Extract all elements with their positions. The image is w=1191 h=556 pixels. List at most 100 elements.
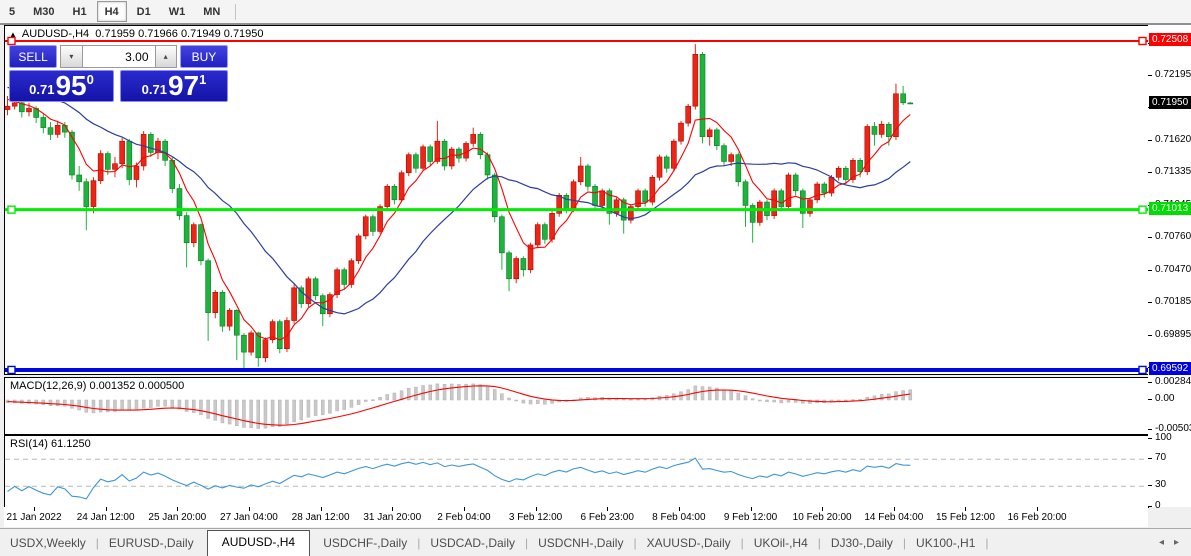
rsi-scale-label: 100 xyxy=(1155,432,1172,443)
price-tick-mark xyxy=(1148,140,1152,142)
macd-scale-label: 0.00 xyxy=(1155,393,1175,404)
time-tick-mark xyxy=(392,507,394,511)
time-tick-mark xyxy=(535,507,537,511)
candle-body xyxy=(305,278,312,304)
line-handle[interactable] xyxy=(7,365,16,374)
candle-body xyxy=(470,134,477,144)
buy-price-pipette: 1 xyxy=(199,72,207,87)
buy-price-display[interactable]: 0.71 97 1 xyxy=(120,70,228,102)
candle-body xyxy=(112,163,118,170)
price-tick-mark xyxy=(1148,334,1152,336)
macd-histogram-bar xyxy=(34,399,38,405)
candle-body xyxy=(556,195,563,214)
timeframe-button-m30[interactable]: M30 xyxy=(33,5,55,18)
line-handle[interactable] xyxy=(1138,36,1147,46)
candle-body xyxy=(11,102,18,107)
chart-tab-dj30-daily[interactable]: DJ30-,Daily xyxy=(830,536,893,550)
timeframe-button-mn[interactable]: MN xyxy=(203,5,221,18)
tab-separator: | xyxy=(740,536,744,550)
macd-histogram-bar xyxy=(385,394,389,401)
price-tick-label: 0.70470 xyxy=(1155,263,1191,275)
macd-histogram-bar xyxy=(263,399,268,429)
buy-button[interactable]: BUY xyxy=(179,45,228,68)
candle-body xyxy=(878,123,885,135)
line-handle[interactable] xyxy=(7,205,16,214)
chart-tab-usdchf-daily[interactable]: USDCHF-,Daily xyxy=(323,536,408,550)
candle-body xyxy=(785,174,792,207)
candle-body xyxy=(814,183,820,201)
volume-input[interactable] xyxy=(82,45,155,68)
price-scale[interactable]: 0.724850.721950.719100.716200.713350.710… xyxy=(1148,25,1191,511)
resistance-line-price-badge: 0.72508 xyxy=(1149,33,1191,47)
candle-body xyxy=(735,154,742,183)
candle-body xyxy=(148,134,154,153)
candle-body xyxy=(599,190,605,206)
macd-histogram-bar xyxy=(163,399,167,407)
line-handle[interactable] xyxy=(1138,365,1147,374)
macd-histogram-bar xyxy=(285,399,289,426)
timeframe-button-w1[interactable]: W1 xyxy=(168,5,186,18)
support-line-price-badge: 0.71013 xyxy=(1149,202,1191,216)
candle-body xyxy=(212,292,219,313)
time-tick-label: 15 Feb 12:00 xyxy=(935,512,995,523)
macd-histogram-bar xyxy=(249,399,253,428)
chart-tab-usdx-weekly[interactable]: USDX,Weekly xyxy=(10,536,86,550)
macd-histogram-bar xyxy=(242,399,246,428)
candle-body xyxy=(850,160,856,180)
candle-body xyxy=(534,224,541,246)
rsi-indicator-pane[interactable]: RSI(14) 61.1250 xyxy=(4,435,1149,508)
price-tick-mark xyxy=(1148,302,1152,304)
candle-body xyxy=(90,180,97,207)
tab-scroll-right-icon[interactable]: ▸ xyxy=(1173,537,1179,548)
candle-body xyxy=(857,160,863,172)
sell-price-display[interactable]: 0.71 95 0 xyxy=(9,70,115,102)
macd-histogram-bar xyxy=(535,399,540,405)
sell-button[interactable]: SELL xyxy=(9,45,58,68)
line-handle[interactable] xyxy=(7,36,16,46)
sell-price-pipette: 0 xyxy=(86,72,94,87)
timeframe-button-5[interactable]: 5 xyxy=(9,5,16,18)
rsi-tick-mark xyxy=(1148,458,1152,460)
macd-histogram-bar xyxy=(106,399,110,413)
macd-tick-mark xyxy=(1148,382,1152,384)
chart-tab-eurusd-daily[interactable]: EURUSD-,Daily xyxy=(108,536,194,550)
time-tick-mark xyxy=(463,507,465,511)
chart-tab-audusd-h4[interactable]: AUDUSD-,H4 xyxy=(206,530,311,556)
macd-indicator-pane[interactable]: MACD(12,26,9) 0.001352 0.000500 xyxy=(4,377,1149,435)
macd-histogram-bar xyxy=(306,399,311,418)
chart-tab-usdcnh-daily[interactable]: USDCNH-,Daily xyxy=(538,536,624,550)
tab-scroll-left-icon[interactable]: ◂ xyxy=(1158,537,1164,548)
timeframe-button-h1[interactable]: H1 xyxy=(72,5,87,18)
price-chart-pane[interactable]: ▲ AUDUSD-,H4 0.71959 0.71966 0.71949 0.7… xyxy=(4,25,1149,375)
candle-body xyxy=(699,53,706,137)
volume-decrease-button[interactable]: ▾ xyxy=(60,45,83,68)
price-tick-mark xyxy=(1148,172,1152,174)
macd-chart[interactable] xyxy=(5,378,1148,434)
chart-tab-ukoil-h4[interactable]: UKOil-,H4 xyxy=(753,536,808,550)
macd-histogram-bar xyxy=(134,399,139,411)
candle-body xyxy=(606,190,613,214)
candle-body xyxy=(276,321,283,350)
candle-body xyxy=(577,165,584,183)
chart-tab-uk100-h1[interactable]: UK100-,H1 xyxy=(916,536,976,550)
chart-tab-usdcad-daily[interactable]: USDCAD-,Daily xyxy=(430,536,516,550)
macd-histogram-bar xyxy=(836,399,841,402)
timeframe-button-d1[interactable]: D1 xyxy=(136,5,151,18)
macd-histogram-bar xyxy=(177,399,182,410)
volume-increase-button[interactable]: ▴ xyxy=(154,45,177,68)
time-tick-mark xyxy=(177,507,179,511)
candle-body xyxy=(893,93,899,137)
macd-histogram-bar xyxy=(199,399,203,416)
timeframe-button-h4[interactable]: H4 xyxy=(96,1,127,22)
candle-body xyxy=(427,146,434,162)
line-handle[interactable] xyxy=(1138,205,1147,214)
candle-body xyxy=(76,174,82,183)
rsi-chart[interactable] xyxy=(5,436,1148,507)
ma-fast-line xyxy=(7,98,911,341)
time-scale[interactable]: 21 Jan 2022 24 Jan 12:00 25 Jan 20:00 27 Ja… xyxy=(4,507,1148,527)
chart-tab-xauusd-daily[interactable]: XAUUSD-,Daily xyxy=(646,536,731,550)
macd-histogram-bar xyxy=(184,399,189,412)
candlestick-chart[interactable] xyxy=(5,26,1148,374)
candle-body xyxy=(190,224,197,243)
macd-signal-line xyxy=(7,385,911,426)
